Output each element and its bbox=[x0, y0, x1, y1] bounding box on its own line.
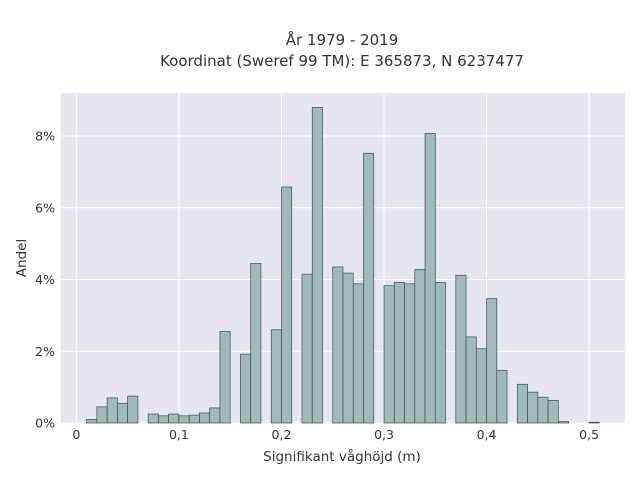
histogram-bar bbox=[147, 413, 159, 424]
histogram-bar bbox=[240, 353, 252, 424]
histogram-bar bbox=[516, 383, 528, 424]
x-tick-label: 0,5 bbox=[579, 427, 599, 442]
histogram-bar bbox=[106, 397, 118, 424]
histogram-bar bbox=[527, 391, 539, 424]
histogram-bar bbox=[199, 412, 211, 424]
x-tick-label: 0 bbox=[72, 427, 80, 442]
histogram-bar bbox=[404, 283, 416, 424]
histogram-bar bbox=[158, 415, 170, 424]
histogram-bar bbox=[537, 396, 549, 424]
chart-title-line1: År 1979 - 2019 bbox=[286, 30, 399, 49]
histogram-bar bbox=[588, 421, 600, 424]
histogram-bar bbox=[352, 283, 364, 424]
histogram-bar bbox=[393, 282, 405, 424]
histogram-bar bbox=[178, 415, 190, 424]
histogram-bar bbox=[424, 133, 436, 424]
histogram-bar bbox=[168, 413, 180, 424]
histogram-bar bbox=[270, 329, 282, 424]
histogram-bar bbox=[209, 407, 221, 424]
histogram-bar bbox=[496, 369, 508, 424]
histogram-bar bbox=[465, 336, 477, 424]
histogram-bar bbox=[557, 421, 569, 424]
histogram-bar bbox=[281, 186, 293, 424]
histogram-bar bbox=[188, 414, 200, 424]
histogram-bar bbox=[434, 282, 446, 424]
histogram-bar bbox=[475, 348, 487, 424]
x-tick-label: 0,2 bbox=[272, 427, 292, 442]
histogram-bar bbox=[311, 106, 323, 424]
histogram-bar bbox=[455, 274, 467, 424]
histogram-bar bbox=[127, 395, 139, 424]
x-tick-label: 0,1 bbox=[169, 427, 189, 442]
histogram-bar bbox=[96, 406, 108, 424]
histogram-bar bbox=[486, 298, 498, 424]
histogram-bar bbox=[332, 266, 344, 424]
y-axis-label: Andel bbox=[14, 239, 30, 277]
histogram-bar bbox=[301, 273, 313, 424]
bars bbox=[86, 106, 600, 424]
histogram-bar bbox=[363, 152, 375, 424]
histogram-bar bbox=[250, 263, 262, 424]
y-axis-ticks: 0% 2% 4% 6% 8% bbox=[35, 129, 55, 431]
y-tick-label: 8% bbox=[35, 129, 55, 144]
x-axis-ticks: 0 0,1 0,2 0,3 0,4 0,5 bbox=[72, 427, 599, 442]
histogram-bar bbox=[219, 331, 231, 424]
x-tick-label: 0,4 bbox=[477, 427, 497, 442]
histogram-bar bbox=[117, 402, 129, 424]
histogram-bar bbox=[414, 269, 426, 424]
y-tick-label: 6% bbox=[35, 200, 55, 215]
y-tick-label: 0% bbox=[35, 416, 55, 431]
histogram-bar bbox=[547, 400, 559, 424]
histogram-bar bbox=[342, 272, 354, 424]
x-tick-label: 0,3 bbox=[374, 427, 394, 442]
histogram-bar bbox=[383, 285, 395, 424]
chart-title-line2: Koordinat (Sweref 99 TM): E 365873, N 62… bbox=[160, 52, 524, 70]
histogram-bar bbox=[86, 419, 98, 424]
y-tick-label: 4% bbox=[35, 272, 55, 287]
y-tick-label: 2% bbox=[35, 344, 55, 359]
x-axis-label: Signifikant våghöjd (m) bbox=[263, 448, 421, 465]
